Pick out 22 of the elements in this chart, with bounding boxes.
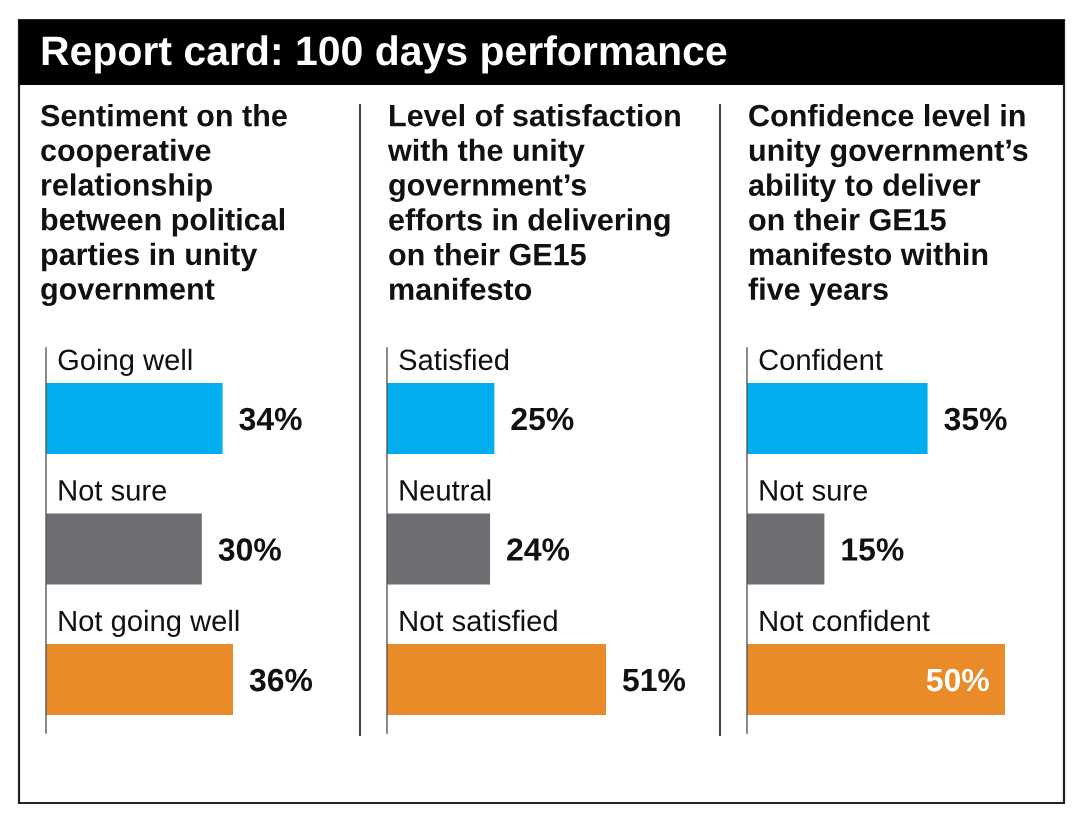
data-label: 35% — [944, 407, 1007, 431]
data-label: 36% — [249, 668, 313, 692]
data-label: 51% — [622, 668, 686, 692]
y-tick-label: Not sure — [59, 480, 167, 501]
chart-subtitle: Confidence level in unity government’s ability to deliver on their GE15 manifesto within five years — [748, 104, 1028, 307]
y-tick-label: Not satisfied — [400, 609, 557, 632]
y-tick-label: Not going well — [59, 609, 239, 637]
data-label: 24% — [507, 538, 570, 561]
y-tick-label: Not sure — [760, 480, 868, 501]
y-tick-label: Going well — [58, 348, 192, 376]
data-label: 25% — [511, 407, 574, 431]
y-tick-label: Neutral — [400, 479, 491, 501]
chart-subtitle: Level of satisfaction with the unity government’s efforts in delivering on their GE15 manifesto — [387, 104, 680, 301]
data-label: 50% — [926, 668, 989, 692]
data-label: 15% — [842, 538, 904, 561]
y-tick-label: Satisfied — [399, 348, 509, 371]
data-label: 34% — [239, 407, 302, 431]
chart-subtitle: Sentiment on the cooperative relationship between political parties in unity government — [40, 104, 287, 307]
y-tick-label: Confident — [759, 348, 883, 371]
text: Report card: 100 days performance — [42, 35, 727, 74]
y-tick-label: Not confident — [760, 609, 930, 632]
data-label: 30% — [218, 538, 281, 561]
